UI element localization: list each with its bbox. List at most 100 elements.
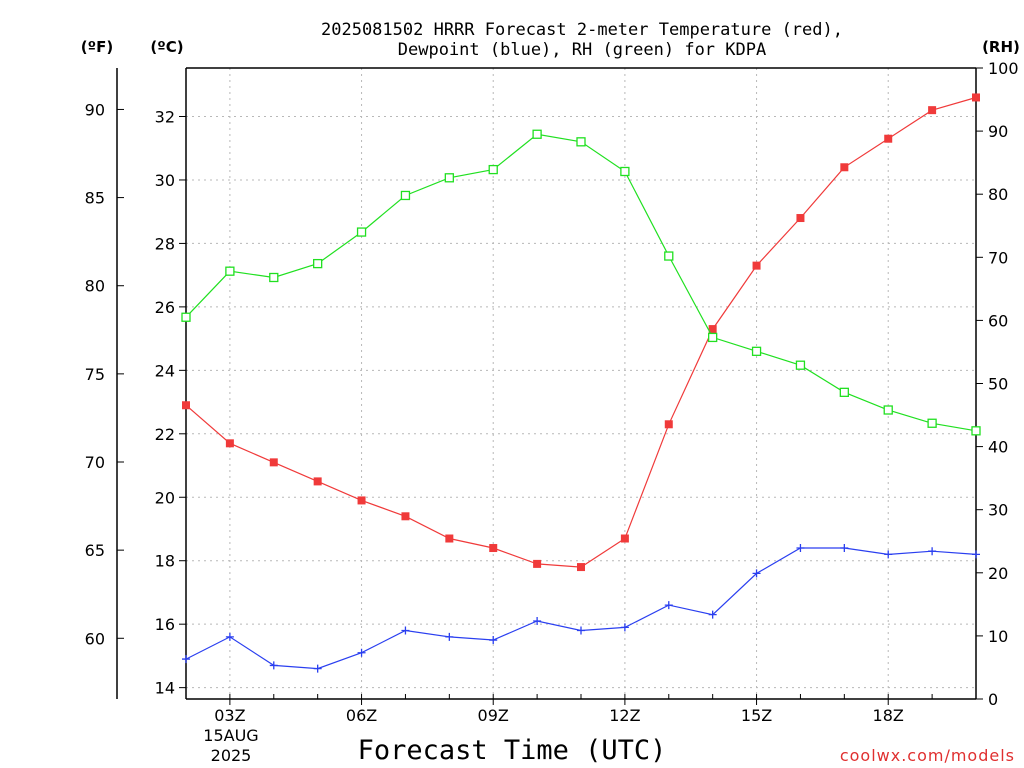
celsius-tick-label: 18 [155,552,175,571]
dewpoint-series [182,544,980,673]
temperature-point [401,512,410,521]
celsius-tick-label: 26 [155,298,175,317]
x-tick-label: 03Z [214,706,245,725]
x-tick-label: 06Z [346,706,377,725]
rh-tick-label: 20 [988,564,1008,583]
rh-point [927,418,937,428]
rh-tick-label: 100 [988,59,1019,78]
x-tick-label: 18Z [873,706,904,725]
rh-point [795,360,806,370]
rh-point [751,346,762,356]
date-label-day: 15AUG [203,726,258,745]
fahrenheit-tick-label: 90 [85,100,105,119]
dewpoint-point [577,626,585,635]
x-axis-title: Forecast Time (UTC) [358,735,667,766]
temperature-point [225,439,234,448]
rh-point [181,312,191,322]
dewpoint-point [620,623,629,632]
rh-tick-label: 50 [988,375,1008,394]
dewpoint-point [357,648,366,657]
dewpoint-point [928,547,937,556]
temperature-point [269,458,278,467]
rh-unit-label: (RH) [982,38,1020,56]
celsius-tick-label: 32 [155,108,175,127]
celsius-tick-label: 16 [155,615,175,634]
rh-tick-label: 10 [988,627,1008,646]
temperature-line [185,96,977,568]
celsius-tick-label: 24 [155,361,175,380]
dewpoint-point [708,610,717,619]
rh-point [400,190,411,201]
dewpoint-point [401,626,410,635]
temperature-point [577,563,585,572]
x-tick-label: 15Z [741,706,772,725]
temperature-point [445,534,454,543]
rh-tick-label: 90 [988,122,1008,141]
temperature-point [972,93,980,102]
temperature-point [489,544,498,553]
fahrenheit-tick-label: 85 [85,189,105,208]
rh-point [488,164,498,175]
rh-tick-label: 70 [988,248,1008,267]
dewpoint-point [533,617,542,626]
dewpoint-point [840,544,849,553]
temperature-point [840,163,849,172]
temperature-point [796,214,805,223]
celsius-tick-label: 20 [155,488,175,507]
rh-tick-label: 0 [988,690,998,709]
temperature-point [928,106,937,115]
chart-title-line-2: Dewpoint (blue), RH (green) for KDPA [398,40,766,60]
dewpoint-point [664,601,673,610]
rh-tick-label: 60 [988,311,1008,330]
temperature-point [752,261,761,270]
rh-point [576,137,586,147]
rh-point [620,166,630,177]
temperature-point [620,534,629,543]
rh-point [971,426,981,436]
dewpoint-point [225,632,234,641]
date-label-year: 2025 [211,746,252,765]
temperature-point [313,477,322,486]
dewpoint-point [752,569,761,578]
rh-point [532,129,542,139]
rh-line [185,133,977,432]
fahrenheit-tick-label: 65 [85,541,105,560]
dewpoint-point [884,550,893,559]
rh-point [444,173,454,183]
series-layer [181,93,981,673]
temperature-point [182,401,190,410]
fahrenheit-unit-label: (ºF) [81,38,113,56]
grid-lines [186,68,976,699]
x-tick-label: 12Z [609,706,640,725]
celsius-unit-label: (ºC) [150,38,183,56]
fahrenheit-tick-label: 70 [85,453,105,472]
dewpoint-point [489,636,498,645]
fahrenheit-tick-label: 75 [85,365,105,384]
rh-point [269,272,279,283]
rh-tick-label: 30 [988,501,1008,520]
rh-point [708,332,718,343]
credit-label: coolwx.com/models [840,746,1015,765]
rh-point [356,227,367,237]
temperature-point [664,420,673,429]
rh-point [839,387,849,397]
temperature-point [357,496,366,505]
dewpoint-point [269,661,278,670]
axes: 14 16 18 20 22 24 26 28 30 32 60 65 70 75 80 85 90 0 10 20 3… [85,59,1019,725]
temperature-point [708,325,717,334]
dewpoint-point [972,550,980,559]
fahrenheit-tick-label: 60 [85,629,105,648]
rh-point [313,258,323,269]
x-tick-label: 09Z [478,706,509,725]
temperature-series [182,93,980,572]
temperature-point [533,559,542,568]
celsius-tick-label: 14 [155,679,175,698]
rh-point [225,266,235,276]
celsius-tick-label: 30 [155,171,175,190]
temperature-point [884,134,893,143]
rh-series [181,129,981,436]
celsius-tick-label: 28 [155,234,175,253]
rh-tick-label: 40 [988,438,1008,457]
rh-point [883,405,893,415]
